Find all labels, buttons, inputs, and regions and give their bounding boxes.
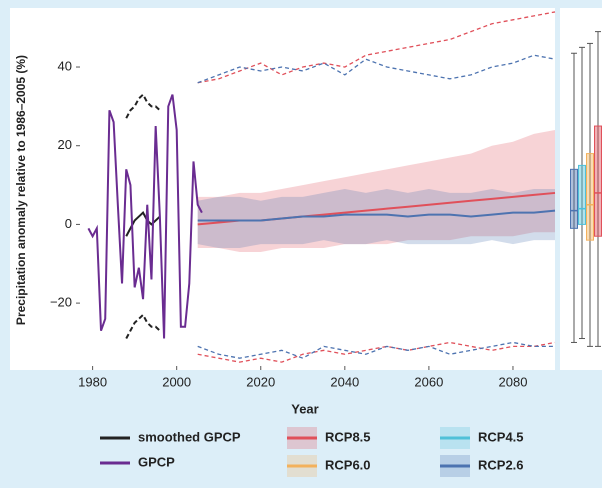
legend-label: smoothed GPCP: [138, 429, 241, 444]
series-line: [197, 209, 556, 222]
legend-label: GPCP: [138, 454, 175, 469]
y-tick-label: 20: [58, 137, 72, 152]
spread-band: [197, 189, 556, 249]
x-tick-label: 2040: [330, 374, 359, 389]
box: [594, 125, 602, 237]
y-axis-label: Precipitation anomaly relative to 1986–2…: [14, 55, 28, 325]
x-axis-label: Year: [291, 401, 318, 416]
extreme-line: [197, 341, 556, 363]
spread-band: [197, 129, 556, 252]
legend-label: RCP6.0: [325, 457, 371, 472]
extreme-line: [197, 54, 556, 84]
x-tick-label: 2020: [246, 374, 275, 389]
box: [570, 168, 578, 229]
legend-label: RCP2.6: [478, 457, 524, 472]
bound-line: [125, 92, 161, 119]
bound-line: [125, 313, 161, 339]
legend-label: RCP4.5: [478, 429, 524, 444]
x-tick-label: 1980: [78, 374, 107, 389]
extreme-line: [197, 11, 556, 84]
y-tick-label: −20: [50, 295, 72, 310]
box: [586, 153, 594, 241]
x-tick-label: 2080: [499, 374, 528, 389]
x-tick-label: 2000: [162, 374, 191, 389]
x-tick-label: 2060: [414, 374, 443, 389]
extreme-line: [197, 341, 555, 359]
y-tick-label: 40: [58, 58, 72, 73]
series-line: [87, 94, 203, 339]
legend-label: RCP8.5: [325, 429, 371, 444]
y-tick-label: 0: [65, 216, 72, 231]
box: [578, 164, 586, 225]
